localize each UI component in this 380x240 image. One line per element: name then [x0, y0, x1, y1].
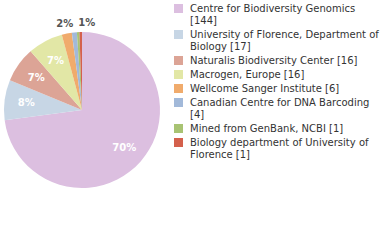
- legend: Centre for Biodiversity Genomics[144] Uni…: [174, 3, 379, 160]
- data-label: 70%: [112, 142, 136, 153]
- pie-slice: [62, 33, 82, 110]
- legend-swatch: [174, 138, 183, 147]
- pie-slice: [5, 32, 160, 188]
- pie-slice: [77, 32, 82, 110]
- data-label: 8%: [18, 97, 35, 108]
- pie: [4, 32, 160, 188]
- legend-swatch: [174, 84, 183, 93]
- legend-swatch: [174, 30, 183, 39]
- legend-swatch: [174, 56, 183, 65]
- data-labels: 70% 8% 7%7% 2% 1%: [18, 17, 136, 153]
- legend-swatch: [174, 124, 183, 133]
- data-label: 2%: [56, 18, 73, 29]
- data-label: 1%: [78, 17, 95, 28]
- legend-label: Macrogen, Europe [16]: [190, 69, 304, 80]
- data-label: 7%: [28, 72, 45, 83]
- legend-label: Mined from GenBank, NCBI [1]: [190, 123, 343, 134]
- pie-slice: [72, 32, 82, 110]
- legend-swatch: [174, 98, 183, 107]
- data-label: 7%: [47, 55, 64, 66]
- pie-slice: [79, 32, 82, 110]
- legend-label: Naturalis Biodiversity Center [16]: [190, 55, 358, 66]
- legend-swatch: [174, 70, 183, 79]
- legend-swatch: [174, 4, 183, 13]
- legend-label: Canadian Centre for DNA Barcoding[4]: [190, 97, 369, 120]
- legend-label: Centre for Biodiversity Genomics[144]: [190, 3, 355, 26]
- legend-label: Wellcome Sanger Institute [6]: [190, 83, 339, 94]
- legend-label: Biology department of University ofFlore…: [190, 137, 369, 160]
- legend-label: University of Florence, Department ofBio…: [190, 29, 379, 52]
- chart: 70% 8% 7%7% 2% 1% Centre for Biodiversity Gen…: [0, 0, 380, 240]
